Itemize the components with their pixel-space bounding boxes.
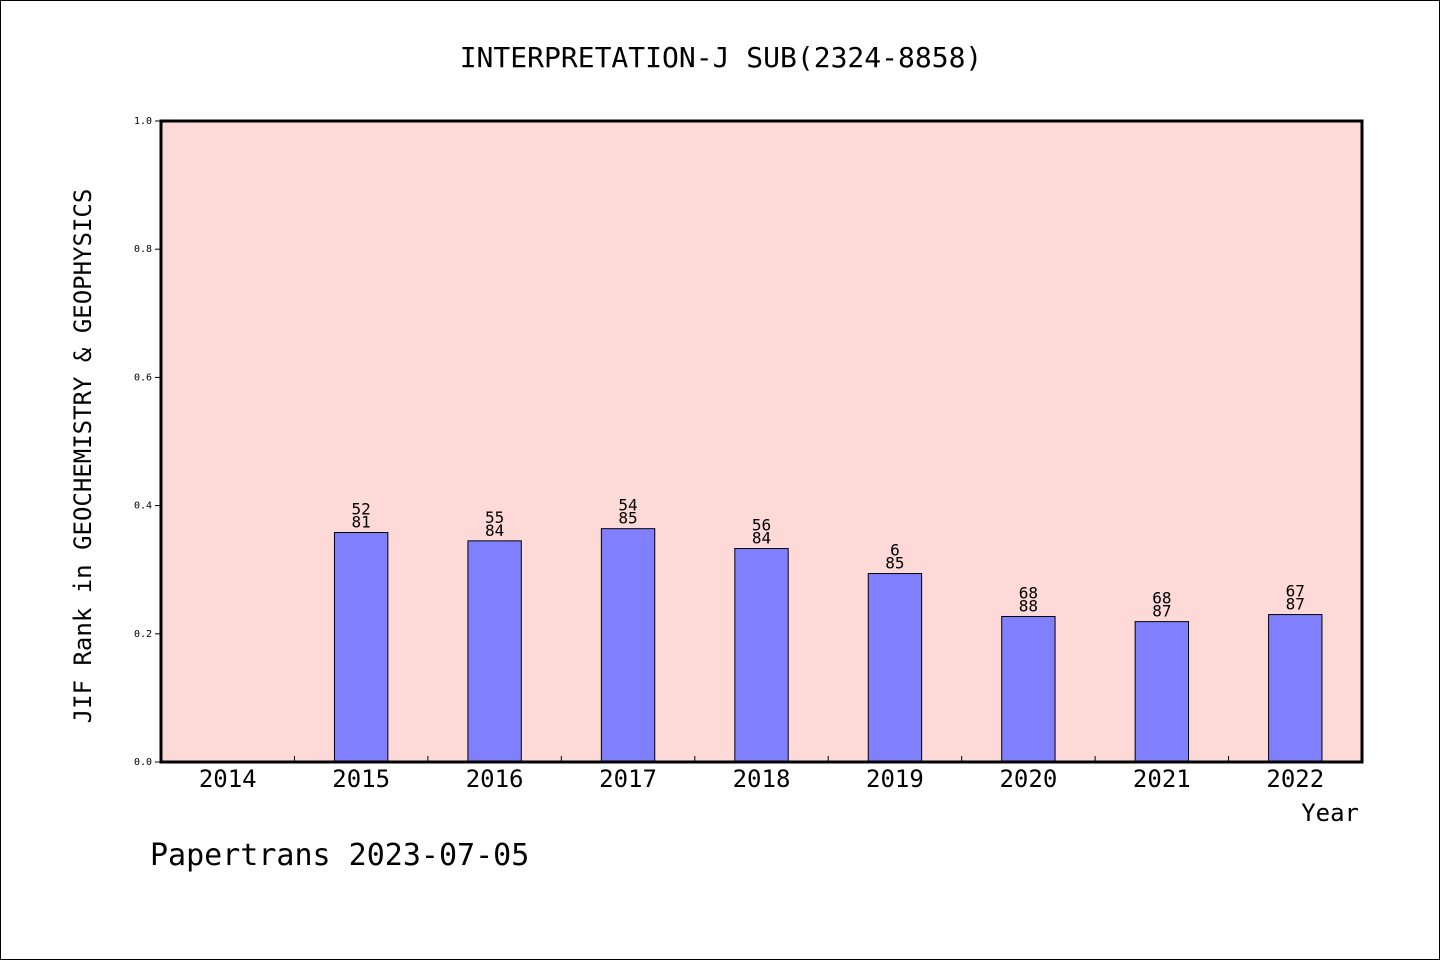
y-tick-label: 0.4: [134, 501, 152, 512]
bar-label-total: 88: [1019, 596, 1038, 615]
bar-label-total: 85: [618, 509, 637, 528]
y-tick-label: 0.6: [134, 372, 152, 383]
bar-label-total: 84: [485, 521, 504, 540]
y-tick-label: 0.8: [134, 244, 152, 255]
y-tick-label: 1.0: [134, 116, 152, 127]
footer-credit: Papertrans 2023-07-05: [150, 838, 529, 873]
bar: [1134, 621, 1190, 763]
bar: [1001, 615, 1056, 763]
bar: [333, 532, 389, 763]
bar: [600, 528, 656, 763]
bar-label-total: 87: [1286, 595, 1305, 614]
x-tick-label: 2014: [199, 765, 257, 793]
x-tick-label: 2020: [999, 765, 1057, 793]
x-tick-label: 2018: [733, 765, 791, 793]
bar-label-total: 85: [885, 554, 904, 573]
y-axis-label: JIF Rank in GEOCHEMISTRY & GEOPHYSICS: [69, 189, 97, 724]
x-tick-label: 2017: [599, 765, 657, 793]
x-axis: 2014 2015 2016 2017 2018 2019 2020 2021 2022: [199, 756, 1324, 793]
bar-label-rank: 67: [1286, 582, 1305, 601]
bar-label-total: 84: [752, 529, 771, 548]
bar-label-total: 81: [352, 513, 371, 532]
y-tick-label: 0.2: [134, 629, 152, 640]
bar-label-rank: 54: [618, 496, 637, 515]
x-tick-label: 2015: [332, 765, 390, 793]
x-tick-label: 2021: [1133, 765, 1191, 793]
x-tick-label: 2022: [1266, 765, 1324, 793]
bar-label-total: 87: [1152, 602, 1171, 621]
bar-label-rank: 68: [1152, 589, 1171, 608]
x-tick-label: 2016: [466, 765, 524, 793]
bar-label-rank: 68: [1019, 583, 1038, 602]
chart-title: INTERPRETATION-J SUB(2324-8858): [460, 41, 983, 74]
y-tick-label: 0.0: [134, 757, 152, 768]
bar: [1268, 614, 1323, 763]
bars-layer: [333, 528, 1323, 763]
bar-label-rank: 52: [352, 500, 371, 519]
x-axis-label: Year: [1301, 799, 1359, 827]
plot-border: [159, 119, 1364, 764]
x-tick-label: 2019: [866, 765, 924, 793]
bar-label-rank: 56: [752, 516, 771, 535]
bar: [467, 540, 522, 763]
bar-label-rank: 55: [485, 508, 504, 527]
bar-label-rank: 6: [890, 541, 900, 560]
y-axis: 0.0 0.2 0.4 0.6 0.8 1.0: [134, 116, 161, 768]
bar: [867, 573, 923, 763]
bar: [734, 548, 789, 763]
